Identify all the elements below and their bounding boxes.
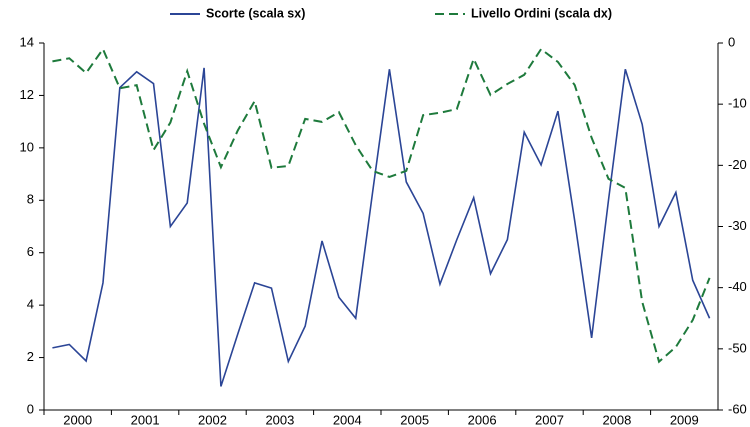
legend-label: Livello Ordini (scala dx) — [471, 6, 612, 20]
y2-tick-label: 0 — [728, 34, 735, 49]
y-tick-label: 12 — [20, 87, 34, 102]
x-tick-label: 2008 — [602, 412, 631, 427]
x-tick-label: 2001 — [131, 412, 160, 427]
x-tick-label: 2006 — [468, 412, 497, 427]
x-tick-label: 2004 — [333, 412, 362, 427]
x-tick-label: 2007 — [535, 412, 564, 427]
y-tick-label: 2 — [27, 349, 34, 364]
y2-tick-label: -30 — [728, 218, 747, 233]
x-tick-label: 2003 — [265, 412, 294, 427]
y2-tick-label: -60 — [728, 401, 747, 416]
y-tick-label: 6 — [27, 244, 34, 259]
y2-tick-label: -10 — [728, 96, 747, 111]
y-tick-label: 4 — [27, 297, 34, 312]
x-tick-label: 2002 — [198, 412, 227, 427]
y2-tick-label: -40 — [728, 279, 747, 294]
x-tick-label: 2009 — [670, 412, 699, 427]
x-tick-label: 2005 — [400, 412, 429, 427]
legend-label: Scorte (scala sx) — [206, 6, 305, 20]
y-tick-label: 14 — [20, 34, 34, 49]
y-tick-label: 0 — [27, 401, 34, 416]
series-line — [52, 47, 711, 364]
y2-tick-label: -20 — [728, 157, 747, 172]
series-line — [52, 67, 711, 387]
y-tick-label: 10 — [20, 139, 34, 154]
y2-tick-label: -50 — [728, 340, 747, 355]
x-tick-label: 2000 — [63, 412, 92, 427]
y-tick-label: 8 — [27, 192, 34, 207]
